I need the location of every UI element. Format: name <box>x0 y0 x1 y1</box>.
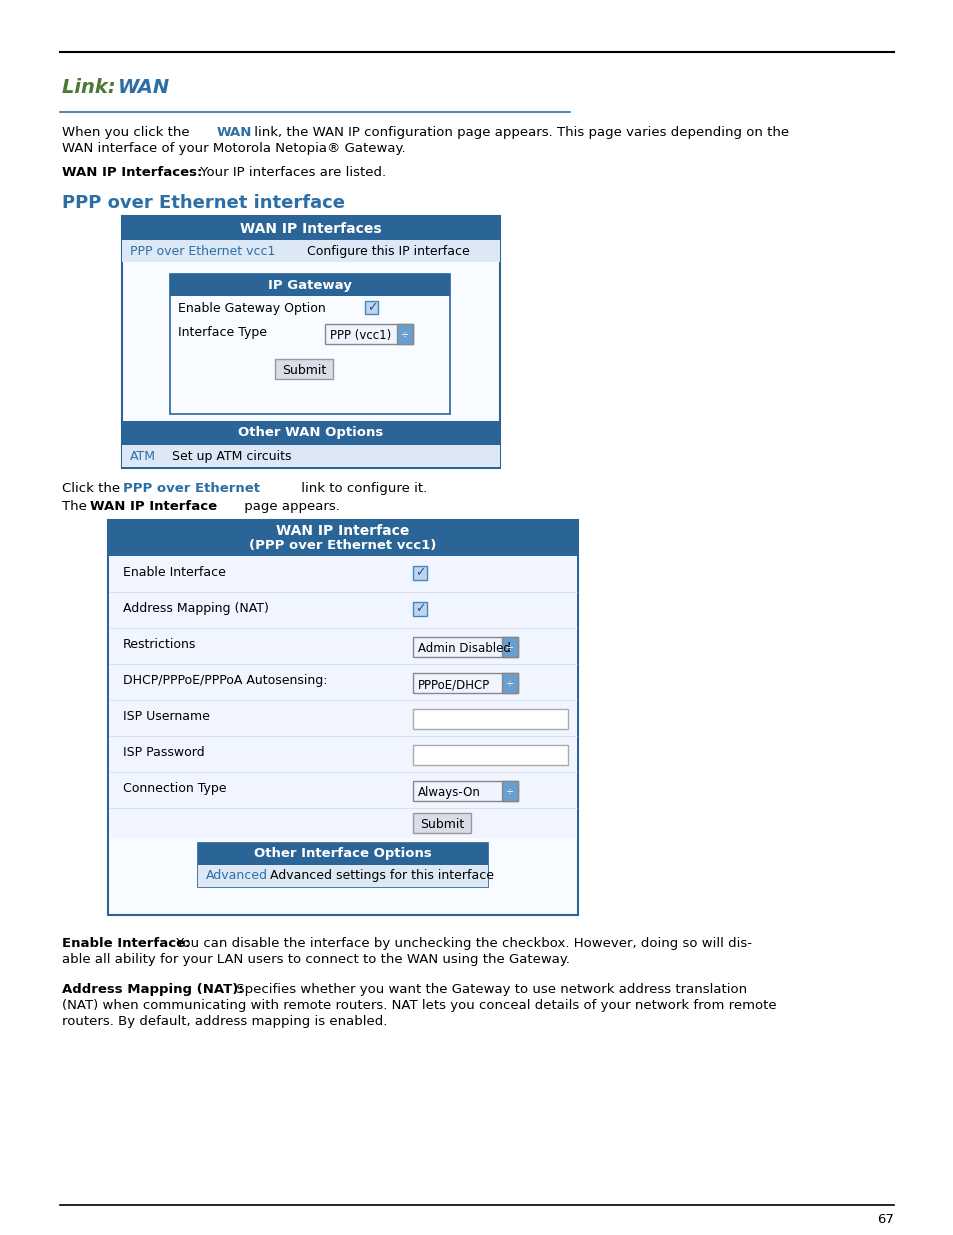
Text: Other Interface Options: Other Interface Options <box>253 847 432 860</box>
Text: link, the WAN IP configuration page appears. This page varies depending on the: link, the WAN IP configuration page appe… <box>250 126 788 140</box>
Text: You can disable the interface by unchecking the checkbox. However, doing so will: You can disable the interface by uncheck… <box>172 937 751 950</box>
Bar <box>413 673 517 693</box>
Text: WAN: WAN <box>118 78 170 98</box>
Text: DHCP/PPPoE/PPPoA Autosensing:: DHCP/PPPoE/PPPoA Autosensing: <box>123 674 327 687</box>
Bar <box>109 556 577 592</box>
Text: link to configure it.: link to configure it. <box>296 482 427 495</box>
Text: able all ability for your LAN users to connect to the WAN using the Gateway.: able all ability for your LAN users to c… <box>62 953 569 966</box>
Bar <box>109 772 577 808</box>
Text: Submit: Submit <box>281 364 326 377</box>
Bar <box>109 736 577 772</box>
Bar <box>122 216 499 468</box>
Text: ISP Username: ISP Username <box>123 710 210 722</box>
Text: Advanced: Advanced <box>206 869 268 882</box>
Text: ✓: ✓ <box>415 567 425 579</box>
Text: WAN: WAN <box>216 126 253 140</box>
Bar <box>170 274 450 414</box>
Text: Click the: Click the <box>62 482 124 495</box>
Bar <box>413 709 567 729</box>
Text: page appears.: page appears. <box>240 500 339 513</box>
Bar <box>413 601 427 616</box>
Text: WAN IP Interfaces: WAN IP Interfaces <box>240 222 381 236</box>
Text: Link:: Link: <box>62 78 122 98</box>
Text: Address Mapping (NAT): Address Mapping (NAT) <box>123 601 269 615</box>
Text: 67: 67 <box>876 1213 893 1226</box>
Text: The: The <box>62 500 91 513</box>
Text: When you click the: When you click the <box>62 126 193 140</box>
Text: Interface Type: Interface Type <box>178 326 267 338</box>
Bar <box>109 808 577 839</box>
Bar <box>501 781 517 802</box>
Bar <box>274 359 333 379</box>
Bar <box>396 324 413 345</box>
Text: Your IP interfaces are listed.: Your IP interfaces are listed. <box>195 165 386 179</box>
Text: ÷: ÷ <box>400 329 409 338</box>
Bar <box>122 445 499 467</box>
Bar <box>122 216 499 240</box>
Bar <box>198 844 488 887</box>
Text: (PPP over Ethernet vcc1): (PPP over Ethernet vcc1) <box>249 538 436 552</box>
Bar <box>325 324 413 345</box>
Bar <box>501 673 517 693</box>
Text: Address Mapping (NAT):: Address Mapping (NAT): <box>62 983 244 995</box>
Text: (NAT) when communicating with remote routers. NAT lets you conceal details of yo: (NAT) when communicating with remote rou… <box>62 999 776 1011</box>
Text: ÷: ÷ <box>505 678 514 688</box>
Text: ISP Password: ISP Password <box>123 746 204 760</box>
Bar <box>413 781 517 802</box>
Text: Configure this IP interface: Configure this IP interface <box>307 245 469 258</box>
Text: Enable Interface: Enable Interface <box>123 566 226 579</box>
Text: Enable Gateway Option: Enable Gateway Option <box>178 303 325 315</box>
Bar <box>108 520 578 915</box>
Text: routers. By default, address mapping is enabled.: routers. By default, address mapping is … <box>62 1015 387 1028</box>
Text: PPP (vcc1): PPP (vcc1) <box>330 329 391 342</box>
Text: ÷: ÷ <box>505 785 514 797</box>
Text: PPP over Ethernet vcc1: PPP over Ethernet vcc1 <box>130 245 275 258</box>
Bar <box>413 637 517 657</box>
Bar <box>198 864 488 887</box>
Text: PPPoE/DHCP: PPPoE/DHCP <box>417 678 490 692</box>
Text: Enable Interface:: Enable Interface: <box>62 937 191 950</box>
Bar <box>413 813 471 832</box>
Text: Set up ATM circuits: Set up ATM circuits <box>172 450 292 463</box>
Bar <box>501 637 517 657</box>
Text: ÷: ÷ <box>505 642 514 652</box>
Bar <box>198 844 488 864</box>
Bar <box>109 700 577 736</box>
Text: Always-On: Always-On <box>417 785 480 799</box>
Text: WAN IP Interface: WAN IP Interface <box>276 524 409 538</box>
Bar <box>109 664 577 700</box>
Text: PPP over Ethernet interface: PPP over Ethernet interface <box>62 194 345 212</box>
Bar <box>109 592 577 629</box>
Text: IP Gateway: IP Gateway <box>268 279 352 291</box>
Text: Other WAN Options: Other WAN Options <box>238 426 383 438</box>
Text: Submit: Submit <box>419 818 464 831</box>
Bar <box>108 520 578 556</box>
Bar <box>122 240 499 262</box>
Bar <box>413 745 567 764</box>
Text: Specifies whether you want the Gateway to use network address translation: Specifies whether you want the Gateway t… <box>232 983 746 995</box>
Bar <box>413 566 427 580</box>
Text: ✓: ✓ <box>415 603 425 615</box>
Text: WAN IP Interfaces:: WAN IP Interfaces: <box>62 165 202 179</box>
Text: WAN IP Interface: WAN IP Interface <box>90 500 217 513</box>
Bar <box>109 629 577 664</box>
Text: Admin Disabled: Admin Disabled <box>417 642 511 655</box>
Text: PPP over Ethernet: PPP over Ethernet <box>123 482 260 495</box>
Text: Connection Type: Connection Type <box>123 782 226 795</box>
Bar <box>122 421 499 445</box>
Bar <box>365 301 377 314</box>
Bar <box>170 274 450 296</box>
Text: ATM: ATM <box>130 450 156 463</box>
Text: WAN interface of your Motorola Netopia® Gateway.: WAN interface of your Motorola Netopia® … <box>62 142 405 156</box>
Text: Restrictions: Restrictions <box>123 638 196 651</box>
Text: Advanced settings for this interface: Advanced settings for this interface <box>270 869 494 882</box>
Text: ✓: ✓ <box>367 301 377 314</box>
